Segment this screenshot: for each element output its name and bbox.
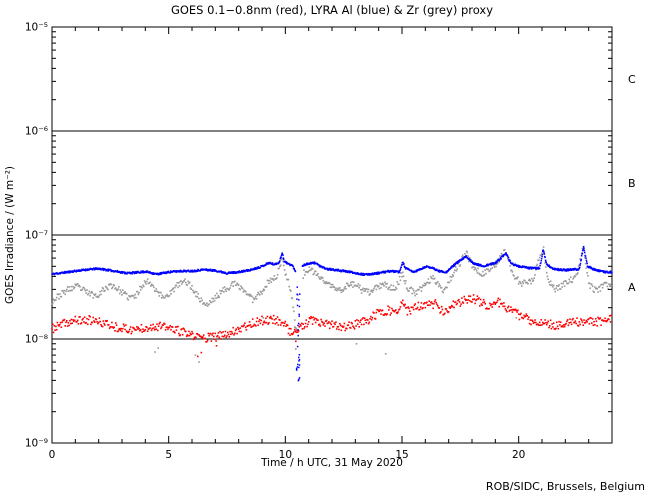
y-tick-label: 10⁻⁶ bbox=[25, 126, 48, 138]
x-tick-label: 10 bbox=[279, 449, 292, 461]
axis-ticks bbox=[51, 26, 613, 444]
chart-title: GOES 0.1−0.8nm (red), LYRA Al (blue) & Z… bbox=[171, 3, 493, 17]
x-axis-label: Time / h UTC, 31 May 2020 bbox=[260, 457, 403, 469]
x-tick-label: 20 bbox=[512, 449, 525, 461]
credit-text: ROB/SIDC, Brussels, Belgium bbox=[486, 480, 645, 493]
flare-class-a-label: A bbox=[628, 281, 636, 294]
y-tick-label: 10⁻⁹ bbox=[25, 438, 48, 450]
class-boundary-lines bbox=[52, 130, 612, 340]
x-tick-label: 5 bbox=[165, 449, 172, 461]
flare-class-labels: C B A bbox=[628, 73, 636, 294]
x-tick-label: 15 bbox=[395, 449, 408, 461]
y-tick-label: 10⁻⁷ bbox=[25, 230, 48, 242]
series-lyra-zr-proxy bbox=[51, 246, 612, 382]
series-goes-0108nm bbox=[51, 294, 612, 358]
y-tick-label: 10⁻⁸ bbox=[25, 334, 48, 346]
data-series-layer bbox=[51, 245, 613, 382]
flare-class-b-label: B bbox=[628, 177, 636, 190]
flare-class-c-label: C bbox=[628, 73, 636, 86]
y-tick-label: 10⁻⁵ bbox=[25, 22, 48, 34]
x-tick-label: 0 bbox=[49, 449, 56, 461]
y-axis-label: GOES Irradiance / (W m⁻²) bbox=[4, 166, 16, 304]
axis-tick-labels: 0 5 10 15 20 10⁻⁵ 10⁻⁶ 10⁻⁷ 10⁻⁸ 10⁻⁹ bbox=[25, 22, 525, 462]
series-lyra-al-proxy bbox=[51, 245, 613, 382]
